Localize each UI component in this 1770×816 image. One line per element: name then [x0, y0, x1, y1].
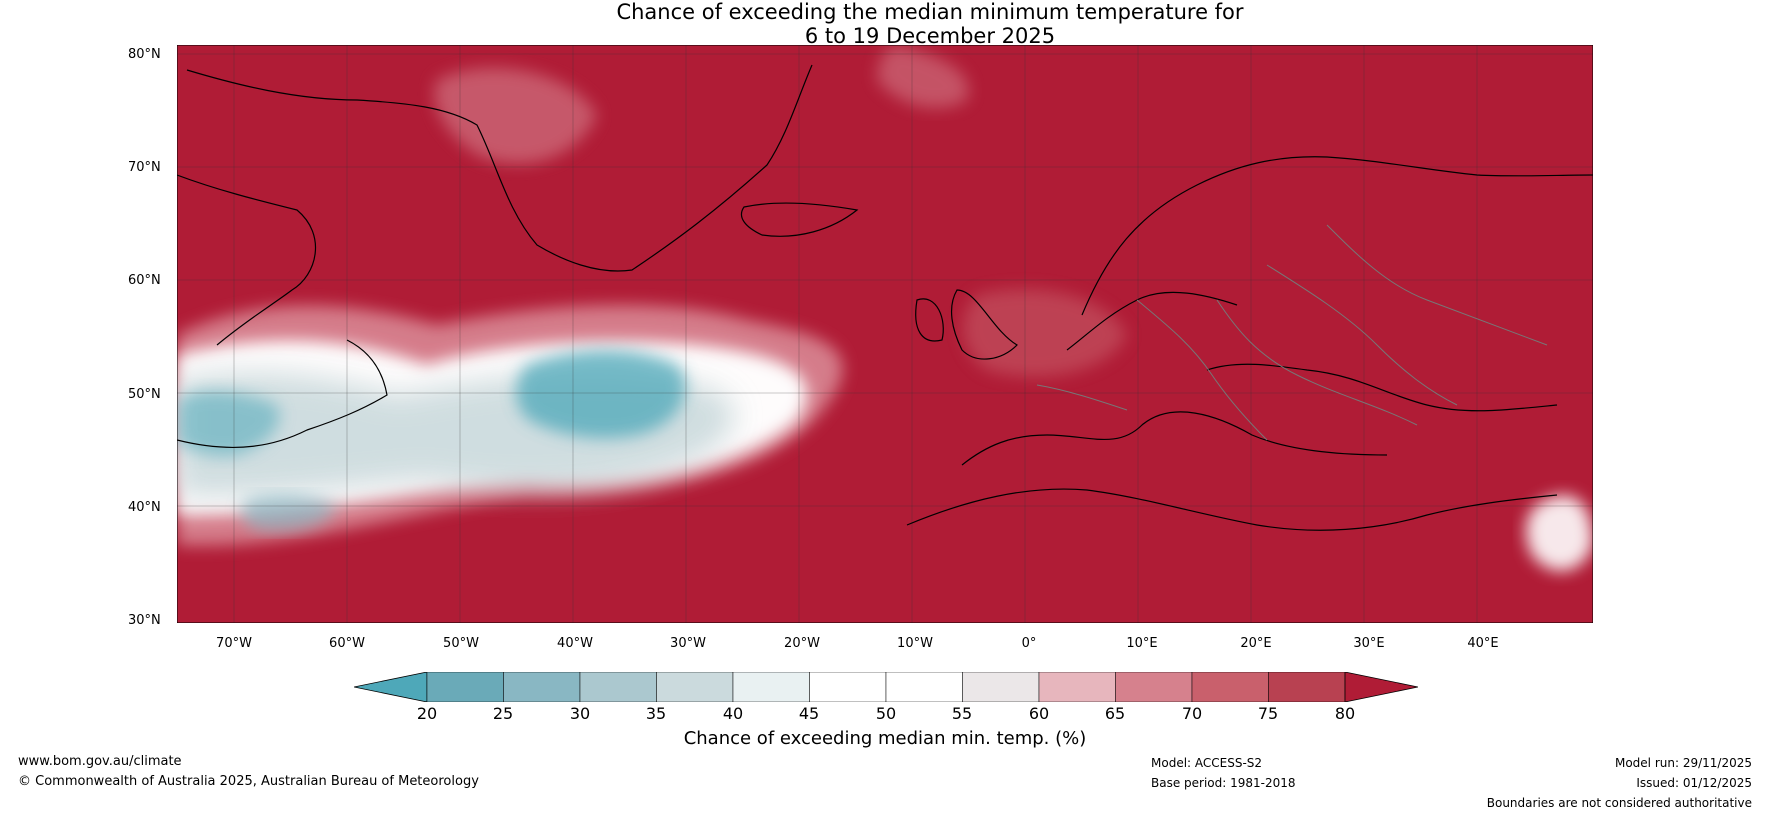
- iceland-coast: [740, 202, 859, 237]
- graticule: [177, 45, 1593, 623]
- black-sea-region-coast: [1206, 363, 1558, 412]
- colorbar-bin-30-35: [579, 671, 657, 703]
- colorbar-label: Chance of exceeding median min. temp. (%…: [683, 728, 1087, 749]
- scandinavia-coast: [1081, 156, 1594, 316]
- border-4: [1326, 224, 1548, 346]
- low-probability-zone-mid-atlantic: [515, 350, 686, 439]
- borders: [1036, 224, 1548, 441]
- title-line-1: Chance of exceeding the median minimum t…: [616, 0, 1244, 24]
- colorbar-svg: [353, 671, 1419, 703]
- border-3: [1266, 264, 1458, 406]
- title-line-2: 6 to 19 December 2025: [804, 24, 1056, 48]
- lon-label-40e: 40°E: [1467, 636, 1499, 651]
- colorbar-bin-70-75: [1191, 671, 1269, 703]
- lat-label-40n: 40°N: [128, 500, 161, 515]
- colorbar-tick-35: 35: [645, 704, 667, 723]
- footer-model-run: Model run: 29/11/2025: [1614, 756, 1752, 770]
- colorbar-bin-20-25: [426, 671, 504, 703]
- map-panel: [176, 44, 1594, 624]
- colorbar-tick-30: 30: [569, 704, 591, 723]
- lat-label-30n: 30°N: [128, 613, 161, 628]
- lon-label-30e: 30°E: [1353, 636, 1385, 651]
- colorbar-tick-70: 70: [1181, 704, 1203, 723]
- colorbar-bin-55-60: [962, 671, 1040, 703]
- east-mediterranean-neutral: [1525, 495, 1593, 572]
- colorbar-tick-80: 80: [1334, 704, 1356, 723]
- colorbar-tick-50: 50: [875, 704, 897, 723]
- footer-copyright: © Commonwealth of Australia 2025, Austra…: [18, 774, 479, 789]
- colorbar-bin-25-30: [503, 671, 581, 703]
- lon-label-40w: 40°W: [557, 636, 593, 651]
- greenland-coast: [186, 64, 813, 272]
- north-africa-coast: [906, 488, 1558, 531]
- footer-model: Model: ACCESS-S2: [1151, 756, 1263, 770]
- colorbar-bin-65-70: [1115, 671, 1193, 703]
- colorbar-tick-75: 75: [1257, 704, 1279, 723]
- lon-label-10e: 10°E: [1126, 636, 1158, 651]
- lat-label-50n: 50°N: [128, 387, 161, 402]
- lon-label-0: 0°: [1021, 636, 1037, 651]
- footer-issued: Issued: 01/12/2025: [1636, 776, 1752, 790]
- map-title: Chance of exceeding the median minimum t…: [0, 0, 1770, 48]
- lat-label-70n: 70°N: [128, 160, 161, 175]
- colorbar-tick-60: 60: [1028, 704, 1050, 723]
- colorbar-tick-25: 25: [492, 704, 514, 723]
- north-sea-anomaly: [877, 45, 969, 108]
- lon-label-50w: 50°W: [443, 636, 479, 651]
- lon-label-20w: 20°W: [784, 636, 820, 651]
- low-probability-zone-south: [241, 494, 337, 532]
- south-europe-coast: [961, 411, 1388, 466]
- lat-label-80n: 80°N: [128, 47, 161, 62]
- colorbar-right-arrow: [1344, 671, 1419, 703]
- colorbar-tick-55: 55: [951, 704, 973, 723]
- footer-base-period: Base period: 1981-2018: [1151, 776, 1296, 790]
- baffin-labrador-coast: [176, 174, 317, 346]
- lon-label-70w: 70°W: [216, 636, 252, 651]
- ireland-coast: [915, 298, 944, 342]
- colorbar-tick-65: 65: [1104, 704, 1126, 723]
- colorbar-bin-40-45: [732, 671, 810, 703]
- low-probability-zone-west: [177, 390, 280, 456]
- great-britain-coast: [951, 289, 1018, 360]
- colorbar-tick-40: 40: [722, 704, 744, 723]
- colorbar-bin-45-50: [809, 671, 887, 703]
- lon-label-20e: 20°E: [1240, 636, 1272, 651]
- border-2: [1216, 299, 1418, 426]
- canada-east-coast: [176, 339, 388, 449]
- colorbar-bin-60-65: [1038, 671, 1116, 703]
- lat-label-60n: 60°N: [128, 273, 161, 288]
- border-5: [1036, 384, 1128, 411]
- colorbar: [353, 671, 1419, 703]
- greenland-sea-anomaly: [434, 67, 597, 164]
- colorbar-bin-50-55: [885, 671, 963, 703]
- colorbar-left-arrow: [353, 671, 428, 703]
- colorbar-tick-45: 45: [798, 704, 820, 723]
- map-svg: [176, 44, 1594, 624]
- colorbar-bin-75-80: [1268, 671, 1346, 703]
- colorbar-tick-20: 20: [416, 704, 438, 723]
- lon-label-10w: 10°W: [897, 636, 933, 651]
- border-1: [1136, 299, 1268, 441]
- lon-label-30w: 30°W: [670, 636, 706, 651]
- colorbar-bin-35-40: [656, 671, 734, 703]
- footer-disclaimer: Boundaries are not considered authoritat…: [1486, 796, 1752, 810]
- lon-label-60w: 60°W: [329, 636, 365, 651]
- footer-url: www.bom.gov.au/climate: [18, 754, 182, 769]
